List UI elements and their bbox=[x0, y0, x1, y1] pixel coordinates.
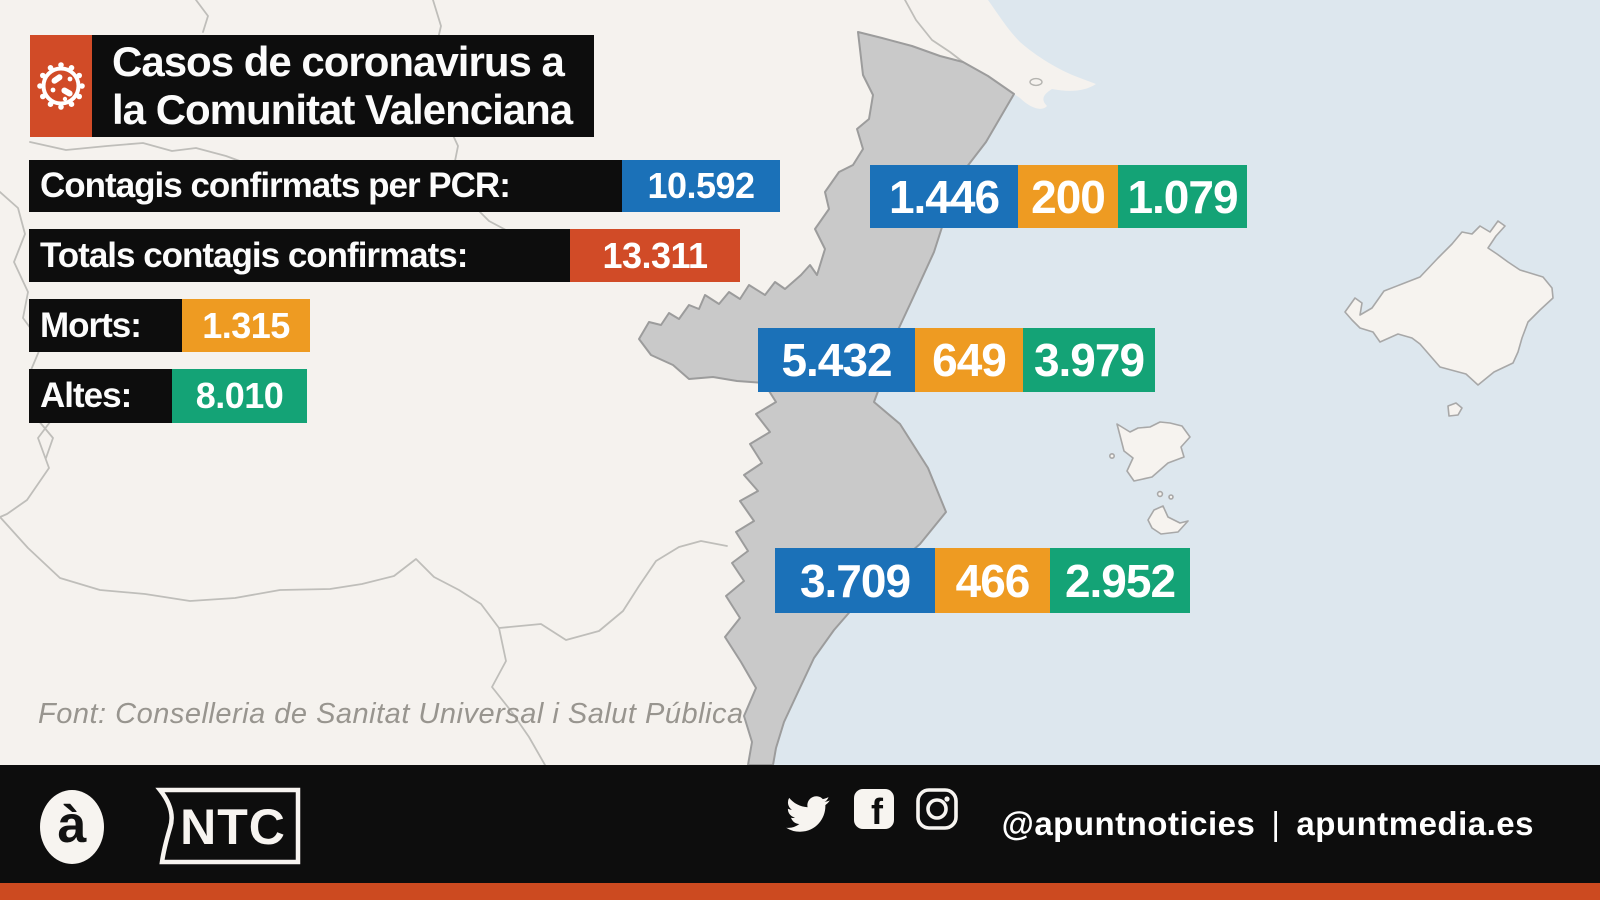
province-row-north: 1.446 200 1.079 bbox=[870, 165, 1247, 228]
altes-value: 3.979 bbox=[1023, 328, 1155, 392]
morts-value: 200 bbox=[1018, 165, 1118, 228]
stat-value-badge: 8.010 bbox=[172, 369, 307, 423]
pcr-value: 1.446 bbox=[870, 165, 1018, 228]
facebook-icon: f bbox=[854, 789, 894, 832]
stat-value-badge: 1.315 bbox=[182, 299, 310, 352]
twitter-icon bbox=[786, 796, 830, 832]
balearic-islands bbox=[1109, 220, 1554, 535]
page-title: Casos de coronavirus a la Comunitat Vale… bbox=[92, 35, 595, 137]
morts-value: 649 bbox=[915, 328, 1023, 392]
title-line1: Casos de coronavirus a bbox=[112, 38, 565, 85]
pcr-value: 5.432 bbox=[758, 328, 915, 392]
stat-label: Morts: bbox=[29, 299, 182, 352]
stat-label: Contagis confirmats per PCR: bbox=[29, 160, 622, 212]
apunt-logo: à bbox=[40, 790, 104, 864]
ntc-logo: NTC bbox=[155, 787, 301, 865]
handle-separator: | bbox=[1271, 805, 1281, 842]
virus-icon bbox=[30, 35, 92, 137]
stat-row-altes: Altes: 8.010 bbox=[29, 369, 307, 423]
mallorca-island bbox=[1344, 220, 1554, 386]
social-handle: @apuntnoticies bbox=[1001, 805, 1256, 842]
province-row-south: 3.709 466 2.952 bbox=[775, 548, 1190, 613]
province-row-center: 5.432 649 3.979 bbox=[758, 328, 1155, 392]
apunt-logo-letter: à bbox=[57, 796, 87, 854]
stat-value-badge: 10.592 bbox=[622, 160, 780, 212]
title-block: Casos de coronavirus a la Comunitat Vale… bbox=[30, 35, 595, 137]
svg-text:f: f bbox=[871, 791, 884, 832]
cabrera-islet bbox=[1447, 402, 1463, 417]
social-handles: @apuntnoticies | apuntmedia.es bbox=[1002, 765, 1534, 883]
altes-value: 1.079 bbox=[1118, 165, 1247, 228]
stat-row-morts: Morts: 1.315 bbox=[29, 299, 310, 352]
website-url: apuntmedia.es bbox=[1296, 805, 1534, 842]
stat-value-badge: 13.311 bbox=[570, 229, 740, 282]
stat-label: Altes: bbox=[29, 369, 172, 423]
pcr-value: 3.709 bbox=[775, 548, 935, 613]
bottom-red-strip bbox=[0, 883, 1600, 900]
title-line2: la Comunitat Valenciana bbox=[112, 86, 573, 133]
formentera-island bbox=[1147, 505, 1189, 535]
instagram-icon bbox=[916, 788, 958, 830]
altes-value: 2.952 bbox=[1050, 548, 1190, 613]
morts-value: 466 bbox=[935, 548, 1050, 613]
delta-islet bbox=[1029, 77, 1043, 87]
ntc-logo-text: NTC bbox=[180, 799, 286, 855]
stat-row-totals: Totals contagis confirmats: 13.311 bbox=[29, 229, 740, 282]
ibiza-island bbox=[1116, 421, 1191, 482]
source-attribution: Font: Conselleria de Sanitat Universal i… bbox=[38, 698, 744, 730]
stat-label: Totals contagis confirmats: bbox=[29, 229, 570, 282]
stat-row-pcr: Contagis confirmats per PCR: 10.592 bbox=[29, 160, 780, 212]
